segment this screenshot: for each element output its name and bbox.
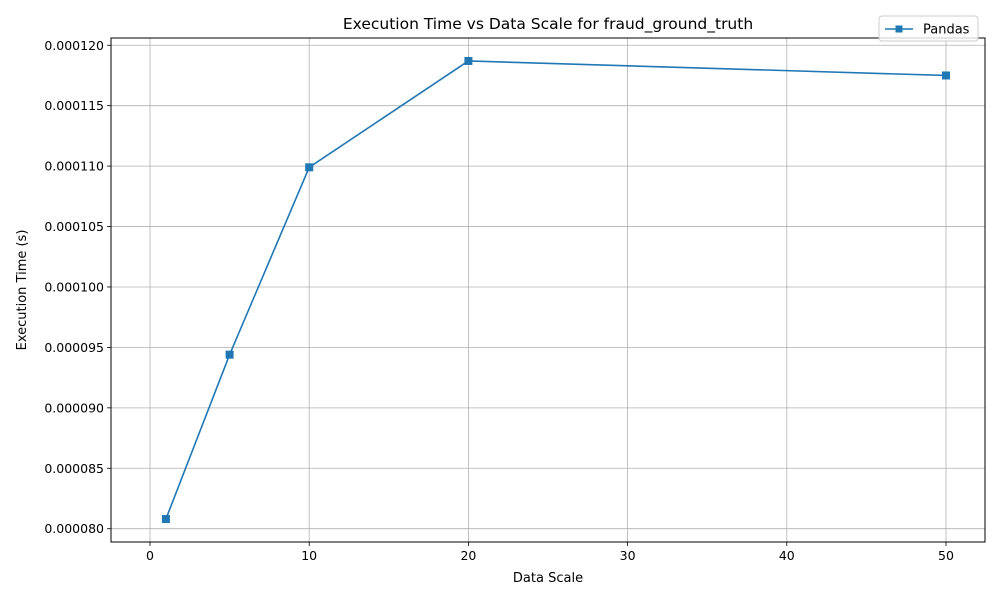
y-tick-label: 0.000120 [44,38,104,53]
y-tick-label: 0.000110 [44,159,104,174]
y-tick-label: 0.000095 [44,340,104,355]
chart-title: Execution Time vs Data Scale for fraud_g… [343,15,753,34]
legend-box [878,15,979,42]
x-tick-label: 10 [301,548,317,563]
legend-marker-pandas [895,25,903,33]
y-tick-label: 0.000105 [44,219,104,234]
y-tick-label: 0.000100 [44,279,104,294]
axis-ticks: 0 10 20 30 40 50 0.000080 0.000085 0.000090 0.000… [44,38,954,563]
x-tick-label: 0 [146,548,154,563]
x-tick-label: 30 [620,548,636,563]
data-point [941,71,950,80]
data-point [225,350,234,359]
y-tick-label: 0.000090 [44,400,104,415]
x-tick-label: 50 [938,548,954,563]
data-point [305,163,314,172]
data-point [161,515,170,524]
y-axis-label: Execution Time (s) [15,230,30,351]
data-point [464,56,473,65]
y-tick-label: 0.000115 [44,98,104,113]
x-tick-label: 20 [460,548,476,563]
x-tick-label: 40 [779,548,795,563]
grid-lines [111,38,985,542]
legend: Pandas [878,15,979,42]
x-axis-label: Data Scale [513,571,583,586]
series-layer [161,56,950,524]
legend-label-pandas: Pandas [923,23,970,38]
y-tick-label: 0.000080 [44,521,104,536]
y-tick-label: 0.000085 [44,461,104,476]
plot-area-frame [110,37,986,543]
